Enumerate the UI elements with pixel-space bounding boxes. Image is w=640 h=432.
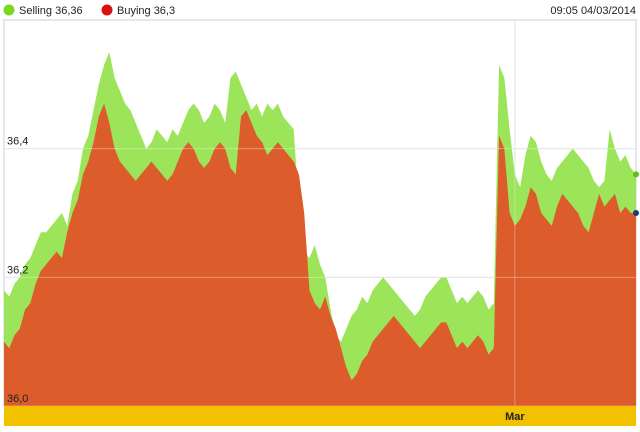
y-tick-label: 36,4 bbox=[7, 136, 28, 148]
end-marker-selling bbox=[633, 171, 639, 178]
timestamp: 09:05 04/03/2014 bbox=[550, 5, 636, 17]
y-tick-label: 36,0 bbox=[7, 393, 28, 405]
legend-dot-buying bbox=[101, 4, 113, 16]
legend-entry-buying: Buying 36,3 bbox=[117, 5, 175, 17]
area-buying bbox=[4, 103, 636, 406]
end-marker-buying bbox=[633, 210, 639, 216]
time-axis-band bbox=[4, 406, 636, 426]
x-marker-label: Mar bbox=[505, 411, 525, 423]
y-tick-label: 36,2 bbox=[7, 264, 28, 276]
legend-entry-selling: Selling 36,36 bbox=[19, 5, 83, 17]
legend-dot-selling bbox=[3, 4, 15, 16]
